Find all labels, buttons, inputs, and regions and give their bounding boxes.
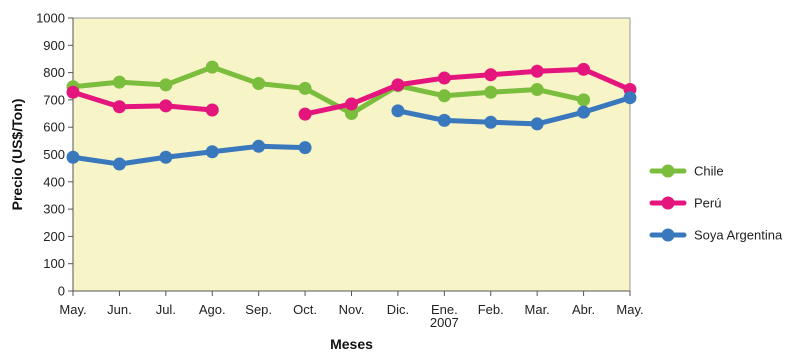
legend: Chile Perú Soya Argentina bbox=[649, 164, 783, 243]
data-point bbox=[484, 85, 498, 99]
series-line bbox=[70, 64, 587, 117]
legend-item: Perú bbox=[649, 196, 721, 211]
x-tick-label: May. bbox=[59, 302, 86, 317]
x-tick-label: Jun. bbox=[107, 302, 132, 317]
data-point bbox=[530, 83, 544, 97]
series-line bbox=[70, 89, 215, 113]
x-tick-label: Oct. bbox=[293, 302, 317, 317]
legend-label: Soya Argentina bbox=[694, 228, 783, 243]
y-tick-label: 200 bbox=[43, 229, 65, 244]
data-point bbox=[345, 97, 358, 111]
y-tick-label: 900 bbox=[43, 38, 65, 53]
data-point bbox=[159, 99, 173, 113]
series-line bbox=[70, 143, 308, 167]
y-axis-title: Precio (US$/Ton) bbox=[9, 99, 25, 211]
data-point bbox=[530, 64, 544, 78]
data-point bbox=[252, 139, 266, 153]
data-point bbox=[484, 68, 498, 82]
data-point bbox=[205, 60, 219, 74]
data-point bbox=[391, 104, 405, 118]
y-axis: 0 100 200 300 400 500 600 700 800 900 1000 bbox=[36, 11, 74, 299]
x-tick-label: Feb. bbox=[478, 302, 504, 317]
x-tick-label: Dic. bbox=[387, 302, 409, 317]
x-axis-title: Meses bbox=[330, 336, 373, 352]
data-point bbox=[437, 113, 451, 127]
x-tick-label: Ene. bbox=[431, 302, 458, 317]
x-tick-label: Jul. bbox=[156, 302, 176, 317]
data-point bbox=[159, 150, 173, 164]
y-tick-label: 500 bbox=[43, 147, 65, 162]
data-point bbox=[112, 75, 126, 89]
data-point bbox=[437, 71, 451, 85]
plot-area bbox=[72, 17, 631, 292]
legend-swatch-marker bbox=[661, 228, 675, 242]
x-tick-sublabel: 2007 bbox=[430, 315, 459, 330]
data-point bbox=[577, 62, 591, 76]
y-tick-label: 0 bbox=[58, 284, 65, 299]
x-tick-label: Sep. bbox=[245, 302, 272, 317]
x-tick-label: Ago. bbox=[199, 302, 226, 317]
data-point bbox=[484, 115, 498, 129]
x-axis: May. Jun. Jul. Ago. Sep. Oct. Nov. Dic. Ene.2007… bbox=[59, 290, 644, 330]
y-tick-label: 400 bbox=[43, 174, 65, 189]
series-line bbox=[395, 95, 633, 127]
data-point bbox=[252, 77, 266, 91]
data-point bbox=[112, 100, 126, 114]
y-tick-label: 1000 bbox=[36, 11, 65, 26]
x-tick-label: Nov. bbox=[339, 302, 365, 317]
data-point bbox=[298, 141, 312, 155]
data-point bbox=[205, 145, 219, 159]
data-point bbox=[437, 89, 451, 103]
legend-item: Chile bbox=[649, 164, 724, 179]
data-point bbox=[205, 103, 219, 117]
data-point bbox=[577, 105, 591, 119]
y-tick-label: 300 bbox=[43, 202, 65, 217]
data-point bbox=[623, 91, 637, 105]
y-tick-label: 600 bbox=[43, 120, 65, 135]
series-2 bbox=[66, 91, 637, 171]
legend-swatch-marker bbox=[661, 196, 675, 210]
legend-swatch-marker bbox=[661, 164, 675, 178]
legend-label: Chile bbox=[694, 164, 724, 179]
data-point bbox=[66, 150, 80, 164]
x-tick-label: Abr. bbox=[572, 302, 595, 317]
data-point bbox=[298, 81, 312, 95]
data-point bbox=[298, 107, 312, 121]
legend-label: Perú bbox=[694, 196, 721, 211]
y-tick-label: 700 bbox=[43, 92, 65, 107]
y-tick-label: 800 bbox=[43, 65, 65, 80]
legend-item: Soya Argentina bbox=[649, 228, 783, 243]
y-tick-label: 100 bbox=[43, 256, 65, 271]
data-point bbox=[530, 117, 544, 131]
data-point bbox=[391, 78, 405, 92]
data-point bbox=[112, 157, 126, 171]
data-point bbox=[577, 93, 591, 107]
data-point bbox=[345, 107, 358, 121]
series-layer bbox=[66, 60, 637, 171]
x-tick-label: Mar. bbox=[525, 302, 550, 317]
series-line bbox=[302, 66, 633, 117]
x-tick-label: May. bbox=[616, 302, 643, 317]
data-point bbox=[66, 85, 80, 99]
data-point bbox=[159, 78, 173, 92]
